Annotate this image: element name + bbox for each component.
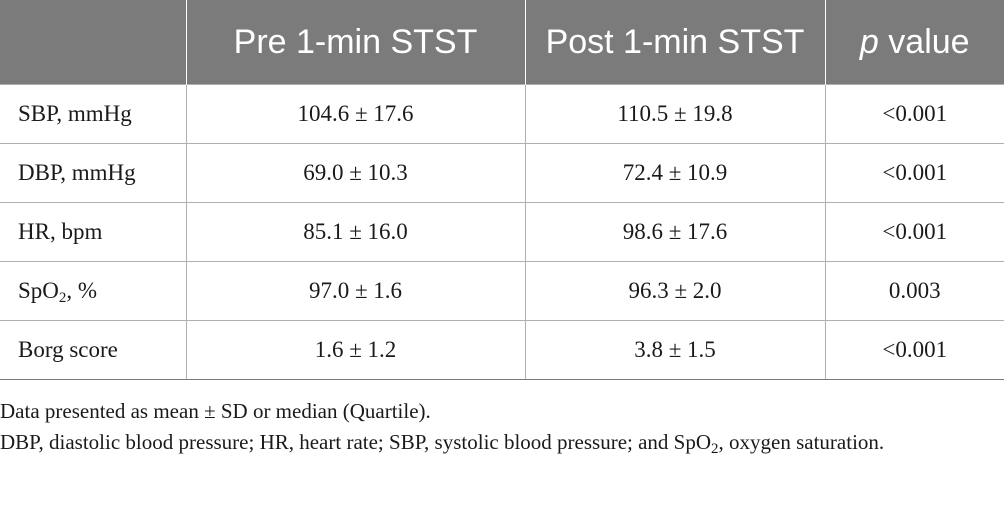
cell-p: <0.001: [824, 143, 1004, 203]
cell-pre: 1.6 ± 1.2: [185, 320, 525, 380]
cell-pre: 85.1 ± 16.0: [185, 202, 525, 262]
table-row: DBP, mmHg 69.0 ± 10.3 72.4 ± 10.9 <0.001: [0, 143, 1004, 203]
cell-p: <0.001: [824, 84, 1004, 144]
header-p-value: p value: [824, 0, 1004, 85]
footnote-subscript: 2: [711, 441, 719, 457]
cell-post: 96.3 ± 2.0: [524, 261, 825, 321]
results-table: Pre 1-min STST Post 1-min STST p value S…: [0, 0, 1004, 380]
row-label: Borg score: [0, 320, 186, 380]
row-label-subscript: 2: [58, 290, 67, 306]
table-footnotes: Data presented as mean ± SD or median (Q…: [0, 396, 1000, 458]
footnote-abbreviations-text-a: DBP, diastolic blood pressure; HR, heart…: [0, 430, 712, 454]
cell-post: 98.6 ± 17.6: [524, 202, 825, 262]
cell-post: 110.5 ± 19.8: [524, 84, 825, 144]
table-row: SpO2, % 97.0 ± 1.6 96.3 ± 2.0 0.003: [0, 261, 1004, 321]
header-pre: Pre 1-min STST: [185, 0, 525, 85]
row-label: SBP, mmHg: [0, 84, 186, 144]
cell-pre: 104.6 ± 17.6: [185, 84, 525, 144]
header-row: Pre 1-min STST Post 1-min STST p value: [0, 0, 1004, 85]
row-label: HR, bpm: [0, 202, 186, 262]
header-p-italic: p: [859, 22, 879, 61]
row-label-main: SpO: [18, 278, 59, 303]
cell-p: <0.001: [824, 202, 1004, 262]
footnote-abbreviations: DBP, diastolic blood pressure; HR, heart…: [0, 427, 1000, 458]
footnote-data-presentation: Data presented as mean ± SD or median (Q…: [0, 399, 431, 423]
table-header: Pre 1-min STST Post 1-min STST p value: [0, 0, 1004, 85]
table-row: Borg score 1.6 ± 1.2 3.8 ± 1.5 <0.001: [0, 320, 1004, 380]
cell-pre: 97.0 ± 1.6: [185, 261, 525, 321]
row-label: SpO2, %: [0, 261, 186, 321]
table-row: HR, bpm 85.1 ± 16.0 98.6 ± 17.6 <0.001: [0, 202, 1004, 262]
row-label: DBP, mmHg: [0, 143, 186, 203]
header-post: Post 1-min STST: [524, 0, 825, 85]
cell-post: 72.4 ± 10.9: [524, 143, 825, 203]
header-blank: [0, 0, 186, 85]
header-p-rest: value: [878, 22, 970, 61]
cell-post: 3.8 ± 1.5: [524, 320, 825, 380]
cell-p: <0.001: [824, 320, 1004, 380]
cell-pre: 69.0 ± 10.3: [185, 143, 525, 203]
table-row: SBP, mmHg 104.6 ± 17.6 110.5 ± 19.8 <0.0…: [0, 84, 1004, 144]
results-table-container: Pre 1-min STST Post 1-min STST p value S…: [0, 0, 1004, 380]
row-label-rest: , %: [66, 278, 98, 303]
footnote-abbreviations-text-b: , oxygen saturation.: [718, 430, 885, 454]
cell-p: 0.003: [824, 261, 1004, 321]
table-body: SBP, mmHg 104.6 ± 17.6 110.5 ± 19.8 <0.0…: [0, 84, 1004, 380]
